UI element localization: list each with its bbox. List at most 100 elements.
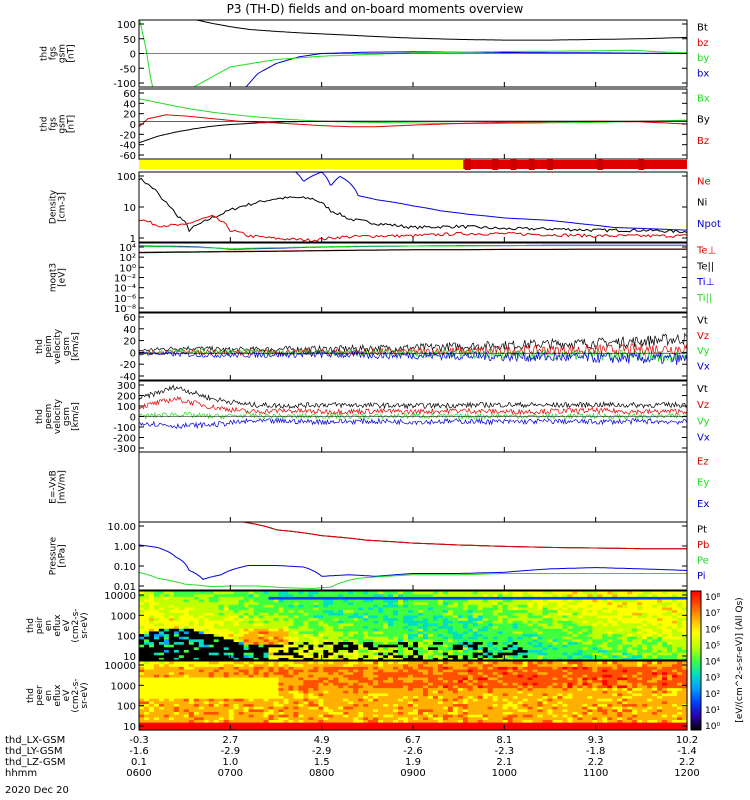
heatmap-cell bbox=[173, 633, 180, 637]
heatmap-cell bbox=[208, 657, 215, 661]
heatmap-cell bbox=[143, 682, 150, 686]
heatmap-cell bbox=[263, 609, 270, 613]
heatmap-cell bbox=[328, 606, 334, 611]
heatmap-cell bbox=[143, 703, 150, 707]
heatmap-cell bbox=[198, 695, 205, 699]
heatmap-cell bbox=[203, 674, 210, 678]
heatmap-cell bbox=[442, 649, 449, 653]
heatmap-cell bbox=[303, 638, 309, 643]
heatmap-cell bbox=[358, 636, 364, 640]
heatmap-cell bbox=[268, 684, 275, 689]
heatmap-cell bbox=[557, 636, 564, 640]
heatmap-cell bbox=[492, 630, 499, 635]
heatmap-cell bbox=[173, 671, 180, 675]
heatmap-cell bbox=[413, 690, 419, 694]
heatmap-cell bbox=[148, 716, 155, 720]
heatmap-cell bbox=[373, 700, 379, 705]
heatmap-cell bbox=[393, 622, 399, 627]
heatmap-cell bbox=[363, 724, 369, 728]
heatmap-cell bbox=[283, 708, 290, 713]
heatmap-cell bbox=[457, 604, 464, 608]
y-tick-label: 0.01 bbox=[114, 582, 136, 593]
heatmap-cell bbox=[537, 633, 544, 637]
heatmap-cell bbox=[607, 652, 613, 656]
heatmap-cell bbox=[652, 606, 658, 611]
heatmap-cell bbox=[228, 663, 235, 667]
heatmap-cell bbox=[512, 609, 519, 613]
heatmap-cell bbox=[398, 652, 404, 656]
heatmap-cell bbox=[153, 614, 160, 619]
heatmap-cell bbox=[517, 598, 524, 603]
heatmap-cell bbox=[348, 716, 354, 720]
heatmap-cell bbox=[462, 641, 469, 645]
heatmap-cell bbox=[393, 679, 399, 683]
heatmap-cell bbox=[348, 630, 354, 635]
heatmap-cell bbox=[358, 674, 364, 678]
heatmap-cell bbox=[313, 593, 319, 597]
heatmap-cell bbox=[338, 682, 344, 686]
heatmap-cell bbox=[343, 657, 349, 661]
heatmap-cell bbox=[413, 609, 419, 613]
heatmap-cell bbox=[507, 646, 514, 650]
heatmap-cell bbox=[293, 679, 300, 683]
heatmap-cell bbox=[612, 601, 618, 605]
heatmap-cell bbox=[218, 646, 225, 650]
heatmap-cell bbox=[223, 722, 230, 726]
heatmap-cell bbox=[557, 617, 564, 621]
heatmap-cell bbox=[223, 698, 230, 702]
heatmap-cell bbox=[288, 708, 295, 713]
heatmap-cell bbox=[477, 636, 484, 640]
heatmap-cell bbox=[353, 687, 359, 691]
y-axis-label: [eV] bbox=[58, 268, 68, 287]
heatmap-cell bbox=[188, 666, 195, 670]
heatmap-cell bbox=[323, 687, 329, 691]
heatmap-cell bbox=[427, 622, 434, 627]
heatmap-cell bbox=[602, 614, 608, 619]
heatmap-cell bbox=[477, 671, 484, 675]
heatmap-cell bbox=[462, 722, 469, 726]
heatmap-cell bbox=[422, 719, 429, 723]
heatmap-cell bbox=[298, 654, 304, 658]
heatmap-cell bbox=[547, 644, 554, 648]
heatmap-cell bbox=[183, 668, 190, 673]
heatmap-cell bbox=[427, 682, 434, 686]
y-axis-label: gsm bbox=[58, 44, 68, 63]
series-Pi bbox=[139, 544, 687, 580]
heatmap-cell bbox=[462, 593, 469, 597]
heatmap-cell bbox=[557, 598, 564, 603]
heatmap-cell bbox=[368, 630, 374, 635]
heatmap-cell bbox=[308, 606, 314, 611]
heatmap-cell bbox=[338, 724, 344, 728]
heatmap-cell bbox=[672, 604, 678, 608]
heatmap-cell bbox=[417, 641, 424, 645]
heatmap-cell bbox=[442, 596, 449, 600]
heatmap-cell bbox=[293, 633, 300, 637]
heatmap-cell bbox=[492, 666, 499, 670]
heatmap-cell bbox=[298, 724, 304, 728]
heatmap-cell bbox=[353, 679, 359, 683]
heatmap-cell bbox=[368, 719, 374, 723]
heatmap-cell bbox=[612, 649, 618, 653]
heatmap-cell bbox=[472, 690, 479, 694]
heatmap-cell bbox=[343, 625, 349, 629]
heatmap-cell bbox=[617, 638, 623, 643]
heatmap-cell bbox=[153, 591, 160, 595]
heatmap-cell bbox=[457, 671, 464, 675]
heatmap-cell bbox=[148, 727, 155, 731]
heatmap-cell bbox=[512, 606, 519, 611]
heatmap-cell bbox=[442, 698, 449, 702]
heatmap-cell bbox=[253, 724, 260, 728]
heatmap-cell bbox=[263, 591, 270, 595]
heatmap-cell bbox=[442, 630, 449, 635]
heatmap-cell bbox=[243, 630, 250, 635]
heatmap-cell bbox=[602, 638, 608, 643]
heatmap-cell bbox=[263, 703, 270, 707]
heatmap-cell bbox=[263, 628, 270, 632]
heatmap-cell bbox=[437, 690, 444, 694]
heatmap-cell bbox=[313, 612, 319, 616]
heatmap-cell bbox=[188, 601, 195, 605]
heatmap-cell bbox=[417, 614, 424, 619]
heatmap-cell bbox=[562, 646, 569, 650]
heatmap-cell bbox=[652, 625, 658, 629]
heatmap-cell bbox=[607, 633, 613, 637]
